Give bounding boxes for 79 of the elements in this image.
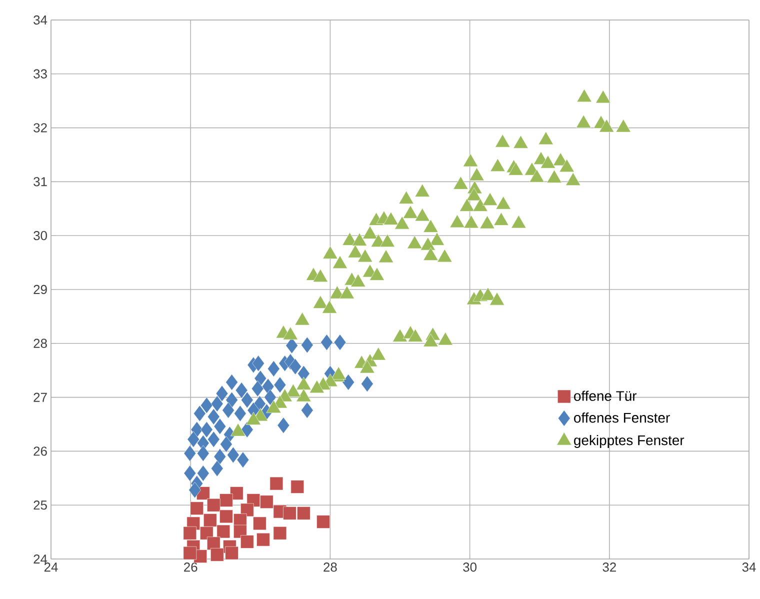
y-tick-label: 32 [34,123,47,132]
point [262,378,274,395]
point [197,445,210,462]
point [220,510,233,524]
y-tick-label: 27 [34,392,47,402]
point [260,495,274,509]
point [216,385,228,402]
point [235,382,248,398]
point [277,417,290,434]
point [290,480,304,494]
point [203,514,217,527]
point [214,448,226,465]
point [254,370,267,387]
point [334,334,346,350]
point [194,405,206,422]
point [253,516,266,530]
point [184,445,196,462]
point [283,506,296,520]
point [289,358,302,375]
point [301,402,314,418]
point [270,476,284,490]
point [226,374,238,390]
legend-label: offenes Fenster [574,412,670,423]
point [234,405,246,422]
point [222,402,234,418]
point [225,546,238,560]
point [184,465,196,482]
point [252,355,264,372]
point [188,482,201,498]
y-tick-label: 25 [34,500,47,510]
x-tick-label: 26 [184,562,198,572]
y-tick-label: 33 [34,69,47,78]
point [190,502,204,515]
point [200,397,213,414]
point [220,436,232,452]
point [320,334,333,350]
point [187,431,200,448]
point [183,546,197,560]
point [206,498,220,512]
point [227,446,240,464]
point [210,460,224,477]
point [197,465,210,482]
point [210,548,224,562]
point [256,532,270,546]
point [268,360,280,377]
legend-label: offene Tür [574,390,637,401]
y-tick-label: 28 [34,338,47,348]
point [274,376,286,394]
y-tick-label: 29 [34,284,47,294]
point [316,515,330,528]
x-tick-label: 34 [742,562,756,572]
point [207,408,220,425]
legend-label: gekipptes Fenster [574,434,684,448]
point [183,526,197,540]
point [273,526,287,540]
x-tick-label: 24 [44,562,58,572]
point [301,336,314,354]
point [220,494,233,507]
point [226,392,238,408]
point [210,396,224,412]
point [342,374,354,390]
point [361,376,374,392]
point [236,452,250,468]
point [216,524,230,538]
x-tick-label: 30 [463,562,477,572]
point [207,431,220,448]
point [251,380,264,397]
y-tick-label: 31 [34,177,47,186]
y-tick-label: 34 [34,15,48,25]
y-tick-label: 26 [34,446,47,456]
point [240,392,254,408]
point [214,418,226,435]
y-tick-label: 24 [34,554,48,564]
y-tick-label: 30 [34,231,47,240]
point [240,535,254,548]
x-tick-label: 32 [602,562,616,572]
point [200,421,213,438]
point [297,506,310,520]
x-tick-label: 28 [324,562,337,572]
